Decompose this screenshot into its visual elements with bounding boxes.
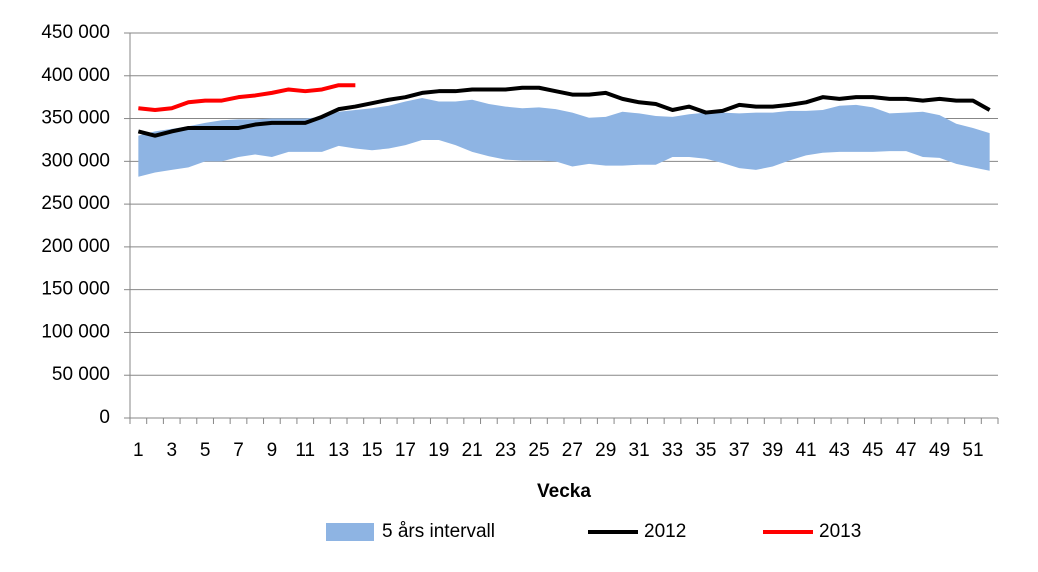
x-tick-label: 41 [795, 440, 816, 461]
x-tick-label: 35 [695, 440, 716, 461]
series-line [137, 85, 991, 138]
x-tick-label: 37 [729, 440, 750, 461]
x-tick-label: 45 [862, 440, 883, 461]
y-tick-label: 50 000 [52, 364, 110, 385]
x-tick-label: 49 [929, 440, 950, 461]
y-tick-label: 400 000 [41, 65, 110, 86]
x-tick-label: 3 [166, 440, 177, 461]
x-tick-label: 17 [395, 440, 416, 461]
x-tick-label: 9 [267, 440, 278, 461]
legend-label: 5 års intervall [382, 521, 495, 542]
x-tick-label: 7 [233, 440, 244, 461]
legend-label: 2012 [644, 521, 686, 542]
y-tick-label: 450 000 [41, 22, 110, 43]
y-tick-label: 150 000 [41, 279, 110, 300]
x-tick-label: 23 [495, 440, 516, 461]
legend-label: 2013 [819, 521, 861, 542]
x-tick-label: 1 [133, 440, 144, 461]
x-tick-label: 43 [829, 440, 850, 461]
x-tick-label: 13 [328, 440, 349, 461]
x-tick-label: 39 [762, 440, 783, 461]
x-tick-label: 33 [662, 440, 683, 461]
y-tick-label: 0 [99, 407, 110, 428]
series-line [138, 83, 356, 112]
y-tick-label: 350 000 [41, 108, 110, 129]
x-axis-label: Vecka [537, 481, 591, 502]
x-tick-label: 25 [528, 440, 549, 461]
x-tick-label: 15 [361, 440, 382, 461]
legend-swatch [326, 523, 374, 541]
x-tick-label: 11 [295, 440, 315, 461]
x-tick-label: 19 [428, 440, 449, 461]
y-tick-label: 100 000 [41, 321, 110, 342]
band-area [138, 98, 990, 177]
x-tick-label: 27 [562, 440, 583, 461]
x-tick-label: 5 [200, 440, 211, 461]
y-tick-label: 250 000 [41, 193, 110, 214]
x-tick-label: 29 [595, 440, 616, 461]
x-tick-label: 31 [629, 440, 650, 461]
x-tick-label: 47 [896, 440, 917, 461]
y-tick-label: 200 000 [41, 236, 110, 257]
x-tick-label: 21 [462, 440, 483, 461]
y-tick-label: 300 000 [41, 150, 110, 171]
x-tick-label: 51 [962, 440, 983, 461]
